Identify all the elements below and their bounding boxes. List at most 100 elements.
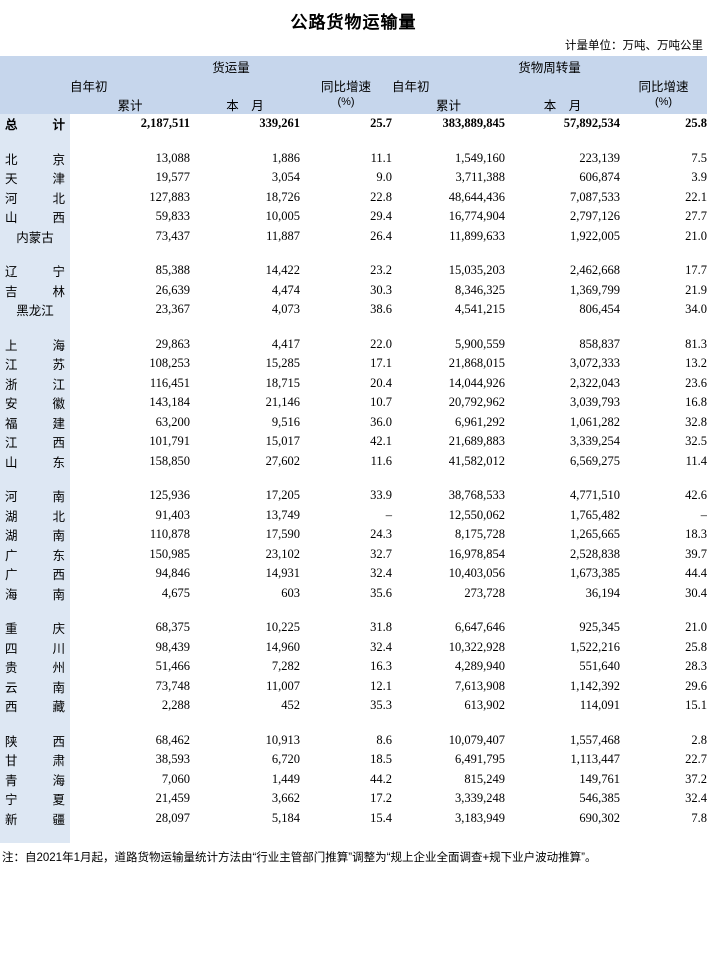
row-label-region: 宁 夏	[0, 789, 70, 809]
cell-turnover-growth: 3.9	[691, 170, 707, 185]
row-label-region-text: 吉 林	[5, 284, 65, 299]
row-label-region: 山 西	[0, 207, 70, 227]
row-spacer-cell	[505, 471, 620, 486]
row-spacer-cell	[300, 134, 392, 149]
cell-freight-ytd: 73,748	[155, 678, 190, 693]
row-label-region: 湖 北	[0, 505, 70, 525]
cell-total-freight-month: 339,261	[259, 116, 300, 131]
cell-turnover-growth: 22.7	[685, 752, 707, 767]
header-row-subcolumns: 累计 本 月 累计 本 月	[0, 95, 707, 114]
row-label-region: 浙 江	[0, 373, 70, 393]
cell-turnover-growth: 17.7	[685, 263, 707, 278]
cell-freight-month: 4,474	[271, 282, 300, 297]
table-row: 浙 江 116,451 18,715 20.4 14,044,926 2,322,043 2…	[0, 373, 707, 393]
cell-freight-month: 5,184	[271, 810, 300, 825]
row-label-total-text: 总 计	[5, 118, 65, 133]
row-label-region-text: 河 北	[5, 191, 65, 206]
row-spacer-cell	[70, 471, 190, 486]
table-row: 新 疆 28,097 5,184 15.4 3,183,949 690,302 7.8	[0, 808, 707, 828]
cell-freight-month: 14,960	[265, 639, 300, 654]
cell-freight-month: 3,054	[271, 170, 300, 185]
cell-turnover-month: 4,771,510	[570, 488, 621, 503]
cell-turnover-growth: 22.1	[685, 189, 707, 204]
cell-freight-month: 27,602	[265, 453, 300, 468]
cell-freight-ytd: 94,846	[155, 566, 190, 581]
table-row: 青 海 7,060 1,449 44.2 815,249 149,761 37.2	[0, 769, 707, 789]
row-label-region: 云 南	[0, 676, 70, 696]
cell-turnover-ytd: 6,961,292	[455, 414, 506, 429]
cell-freight-ytd: 2,288	[161, 698, 190, 713]
header-turnover-growth-label: 同比增速	[638, 80, 689, 95]
row-label-region: 西 藏	[0, 696, 70, 716]
cell-freight-ytd: 59,833	[155, 209, 190, 224]
row-spacer-cell	[70, 828, 190, 843]
cell-freight-month: 15,017	[265, 434, 300, 449]
cell-freight-ytd: 73,437	[155, 228, 190, 243]
row-label-region-text: 新 疆	[5, 812, 65, 827]
header-turnover-growth-unit: (%)	[654, 95, 673, 108]
row-label-region: 广 东	[0, 544, 70, 564]
table-row-spacer	[0, 715, 707, 731]
cell-turnover-growth: 18.3	[685, 527, 707, 542]
row-label-region-text: 河 南	[5, 490, 65, 505]
cell-turnover-growth: 42.6	[685, 488, 707, 503]
row-label-region: 安 徽	[0, 393, 70, 413]
cell-turnover-ytd: 1,549,160	[455, 150, 506, 165]
table-row-total: 总 计 2,187,511 339,261 25.7 383,889,845 5…	[0, 114, 707, 134]
header-group-turnover: 货物周转量	[392, 56, 707, 76]
cell-freight-ytd: 125,936	[149, 488, 190, 503]
row-spacer-cell	[190, 716, 300, 731]
cell-freight-growth: 9.0	[376, 170, 393, 185]
cell-turnover-ytd: 10,322,928	[448, 639, 506, 654]
row-label-region-text: 天 津	[5, 172, 65, 187]
table-row: 内蒙古 73,437 11,887 26.4 11,899,633 1,922,005 21…	[0, 226, 707, 246]
cell-freight-ytd: 101,791	[149, 434, 190, 449]
cell-turnover-ytd: 3,339,248	[455, 791, 506, 806]
table-row: 吉 林 26,639 4,474 30.3 8,346,325 1,369,799 21.9	[0, 280, 707, 300]
row-label-region-text: 贵 州	[5, 661, 65, 676]
row-label-region: 江 苏	[0, 354, 70, 374]
cell-freight-growth: 22.0	[370, 336, 393, 351]
table-row: 西 藏 2,288 452 35.3 613,902 114,091 15.1	[0, 696, 707, 716]
row-spacer-label	[0, 246, 70, 261]
cell-turnover-ytd: 7,613,908	[455, 678, 506, 693]
table-row: 广 西 94,846 14,931 32.4 10,403,056 1,673,385 44…	[0, 564, 707, 584]
cell-freight-month: 6,720	[271, 752, 300, 767]
table-row: 贵 州 51,466 7,282 16.3 4,289,940 551,640 28.3	[0, 657, 707, 677]
cell-freight-growth: 15.4	[370, 810, 393, 825]
cell-turnover-ytd: 6,647,646	[455, 620, 506, 635]
row-spacer-cell	[300, 471, 392, 486]
cell-freight-ytd: 143,184	[149, 395, 190, 410]
cell-freight-ytd: 23,367	[155, 302, 190, 317]
table-row: 黑龙江 23,367 4,073 38.6 4,541,215 806,454 34.0	[0, 300, 707, 320]
cell-turnover-month: 3,072,333	[570, 356, 621, 371]
cell-turnover-month: 149,761	[579, 771, 621, 786]
row-spacer-cell	[300, 320, 392, 335]
cell-freight-month: 10,225	[265, 620, 300, 635]
cell-turnover-ytd: 4,541,215	[455, 302, 506, 317]
table-header: 货运量 货物周转量 自年初 同比增速 (%) 自年初 同比增速 (%) 累计 本…	[0, 56, 707, 114]
cell-freight-ytd: 68,462	[155, 732, 190, 747]
cell-freight-ytd: 4,675	[161, 585, 190, 600]
row-label-total: 总 计	[0, 114, 70, 134]
row-spacer-label	[0, 603, 70, 618]
cell-freight-growth: 16.3	[370, 659, 393, 674]
row-spacer-cell	[392, 716, 505, 731]
cell-freight-growth: 33.9	[370, 488, 393, 503]
cell-freight-growth: 20.4	[370, 375, 393, 390]
row-spacer-cell	[620, 716, 707, 731]
page-title: 公路货物运输量	[290, 13, 417, 32]
cell-freight-ytd: 13,088	[155, 150, 190, 165]
row-label-region-text: 安 徽	[5, 397, 65, 412]
cell-freight-growth: 10.7	[370, 395, 393, 410]
row-label-region: 辽 宁	[0, 261, 70, 281]
cell-freight-ytd: 158,850	[149, 453, 190, 468]
header-turnover-growth: 同比增速 (%)	[620, 76, 707, 114]
cell-turnover-growth: 37.2	[685, 771, 707, 786]
table-row: 天 津 19,577 3,054 9.0 3,711,388 606,874 3.9	[0, 168, 707, 188]
cell-freight-growth: 11.1	[370, 150, 393, 165]
cell-turnover-ytd: 16,978,854	[448, 546, 506, 561]
cell-freight-ytd: 28,097	[155, 810, 190, 825]
table-row: 辽 宁 85,388 14,422 23.2 15,035,203 2,462,668 17…	[0, 261, 707, 281]
